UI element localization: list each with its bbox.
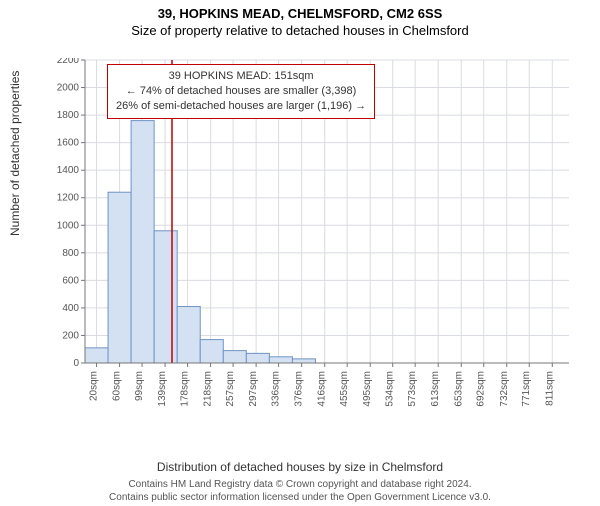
svg-text:811sqm: 811sqm — [544, 371, 555, 406]
svg-text:376sqm: 376sqm — [294, 371, 305, 407]
svg-text:653sqm: 653sqm — [453, 371, 464, 407]
svg-text:2000: 2000 — [57, 83, 80, 94]
svg-text:534sqm: 534sqm — [385, 371, 396, 407]
svg-text:1000: 1000 — [57, 220, 80, 231]
svg-text:2200: 2200 — [57, 58, 80, 66]
histogram-chart: 0 200 400 600 800 1000 1200 1400 1600 1800 2000 220… — [55, 58, 575, 423]
page-address-title: 39, HOPKINS MEAD, CHELMSFORD, CM2 6SS — [0, 6, 600, 21]
svg-text:416sqm: 416sqm — [317, 371, 328, 407]
svg-text:200: 200 — [62, 330, 79, 341]
svg-text:613sqm: 613sqm — [430, 371, 441, 407]
svg-text:692sqm: 692sqm — [476, 371, 487, 407]
svg-text:573sqm: 573sqm — [407, 371, 418, 407]
footer-line-1: Contains HM Land Registry data © Crown c… — [0, 478, 600, 491]
footer-line-2: Contains public sector information licen… — [0, 491, 600, 504]
annotation-box: 39 HOPKINS MEAD: 151sqm← 74% of detached… — [107, 64, 375, 119]
svg-text:178sqm: 178sqm — [180, 371, 191, 407]
svg-text:1800: 1800 — [57, 110, 80, 121]
svg-text:732sqm: 732sqm — [499, 371, 510, 407]
svg-text:1400: 1400 — [57, 165, 80, 176]
footer-attribution: Contains HM Land Registry data © Crown c… — [0, 478, 600, 504]
svg-text:600: 600 — [62, 275, 79, 286]
annotation-line: ← 74% of detached houses are smaller (3,… — [116, 84, 366, 99]
svg-text:0: 0 — [73, 358, 79, 369]
svg-text:297sqm: 297sqm — [248, 371, 259, 407]
svg-text:1200: 1200 — [57, 193, 80, 204]
annotation-line: 26% of semi-detached houses are larger (… — [116, 99, 366, 114]
svg-text:257sqm: 257sqm — [225, 371, 236, 407]
svg-text:218sqm: 218sqm — [203, 371, 214, 407]
svg-text:800: 800 — [62, 248, 79, 259]
annotation-line: 39 HOPKINS MEAD: 151sqm — [116, 69, 366, 84]
svg-text:20sqm: 20sqm — [89, 371, 100, 401]
x-axis-label: Distribution of detached houses by size … — [0, 460, 600, 474]
svg-text:336sqm: 336sqm — [271, 371, 282, 407]
svg-text:99sqm: 99sqm — [134, 371, 145, 401]
svg-text:771sqm: 771sqm — [521, 371, 532, 407]
svg-text:139sqm: 139sqm — [157, 371, 168, 407]
svg-text:455sqm: 455sqm — [339, 371, 350, 407]
svg-text:1600: 1600 — [57, 138, 80, 149]
y-axis-label: Number of detached properties — [8, 71, 22, 236]
svg-text:495sqm: 495sqm — [362, 371, 373, 407]
page-subtitle: Size of property relative to detached ho… — [0, 23, 600, 38]
svg-text:400: 400 — [62, 303, 79, 314]
svg-text:60sqm: 60sqm — [112, 371, 123, 401]
